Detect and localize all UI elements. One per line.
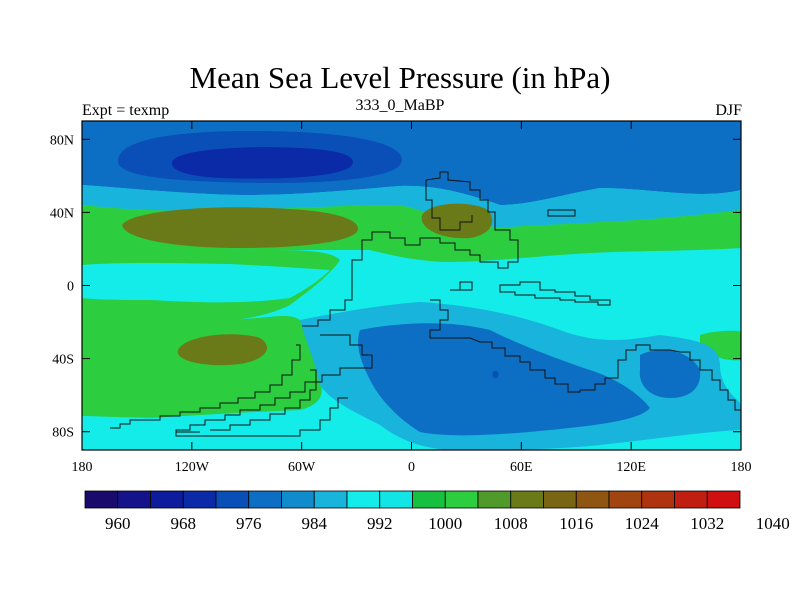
colorbar-box-5 [248,490,282,509]
subpolar-light-blue [82,185,741,228]
season-label: DJF [715,102,742,119]
colorbar-box-9 [379,490,413,509]
colorbar-label-8: 1024 [625,514,660,533]
antarctic-cyan-strip [82,416,400,450]
south-pacific-high [177,334,268,366]
southern-low-core [492,370,499,379]
lat-tick-label-2: 0 [67,280,74,295]
north-pacific-high [122,207,359,248]
colorbar-box-6 [281,490,315,509]
colorbar-box-7 [313,490,348,509]
china-terrane-coastline [499,281,611,306]
lat-tick-label-4: 80S [52,426,74,441]
colorbar-box-0 [84,490,119,509]
colorbar-label-5: 1000 [428,514,462,533]
southern-low-blue [358,323,650,436]
gondwana-coastline [429,281,741,411]
colorbar-label-1: 968 [171,514,197,533]
gondwana-southern-coastline [175,334,373,437]
period-label: 333_0_MaBP [355,97,445,114]
colorbar-label-9: 1032 [690,514,724,533]
colorbar-box-14 [543,490,577,509]
experiment-label: Expt = texmp [82,102,170,119]
colorbar-box-11 [444,490,479,509]
colorbar-box-8 [346,490,381,509]
lon-tick-label-5: 120E [616,460,646,475]
lon-tick-label-3: 0 [408,460,415,475]
siberian-high [421,203,493,239]
aleutian-low-core [171,147,353,179]
colorbar-label-10: 1040 [756,514,790,533]
laurasia-coastline [302,171,519,327]
colorbar-label-2: 976 [236,514,262,533]
pacific-cyan-tongue [82,263,330,303]
colorbar-box-17 [641,490,675,509]
latitude-axis: 80N 40N 0 40S 80S [50,133,741,441]
antarctic-cyan-east [600,430,741,450]
chart-title: Mean Sea Level Pressure (in hPa) [189,60,611,95]
colorbar-box-10 [412,490,446,509]
colorbar-box-19 [706,490,741,509]
lon-tick-label-4: 60E [510,460,533,475]
colorbar-label-3: 984 [302,514,328,533]
colorbar-box-18 [674,490,708,509]
colorbar-box-2 [150,490,184,509]
lat-tick-label-1: 40N [50,206,74,221]
colorbar-label-0: 960 [105,514,131,533]
lon-tick-label-6: 180 [731,460,752,475]
colorbar-label-6: 1008 [494,514,528,533]
colorbar-box-4 [215,490,250,509]
colorbar-label-7: 1016 [559,514,593,533]
gondwana-west-margin [110,344,301,429]
colorbar-box-16 [608,490,643,509]
colorbar-box-13 [510,490,544,509]
south-indian-low [639,350,701,398]
pressure-field [82,121,741,450]
antarctic-edge [175,431,200,436]
laurasia-northern-interior [425,180,473,231]
lat-tick-label-3: 40S [52,353,74,368]
colorbar-box-3 [182,490,217,509]
lat-tick-label-0: 80N [50,133,74,148]
coastlines [110,171,741,437]
colorbar-box-1 [117,490,151,509]
colorbar-label-4: 992 [367,514,393,533]
colorbar: 960 968 976 984 992 1000 1008 1016 1024 1032 1040 [84,490,790,533]
lon-tick-label-0: 180 [72,460,93,475]
lon-tick-label-2: 60W [288,460,316,475]
east-asia-block [547,209,576,217]
longitude-axis: 180 120W 60W 0 60E 120E 180 [72,121,752,475]
colorbar-box-12 [477,490,512,509]
south-pacific-green [82,315,322,419]
lon-tick-label-1: 120W [175,460,210,475]
colorbar-box-15 [575,490,610,509]
gondwana-ridge-coastline [210,369,317,431]
